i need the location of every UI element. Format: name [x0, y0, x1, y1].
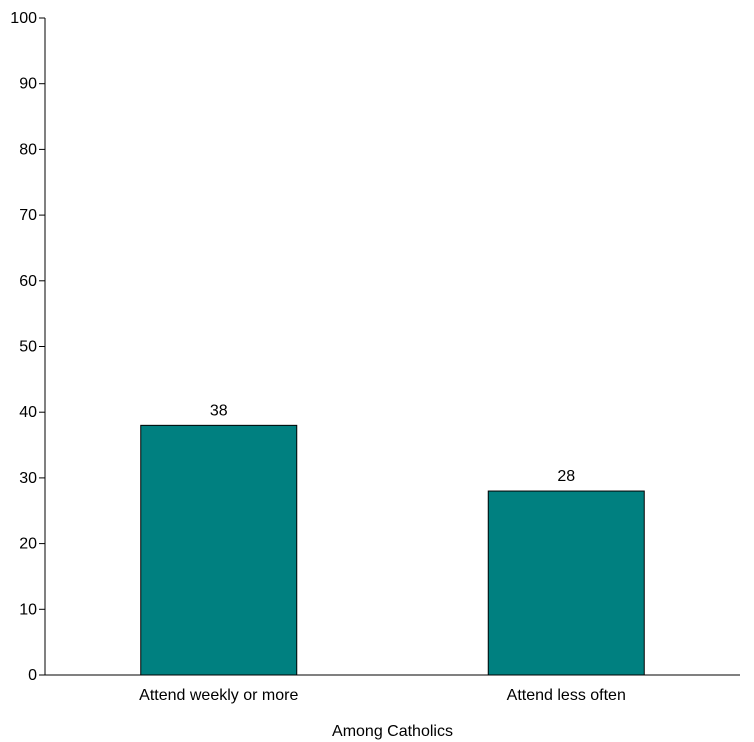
data-label-1: 38: [210, 402, 228, 419]
y-tick-label: 90: [19, 76, 37, 93]
y-tick-label: 0: [28, 667, 37, 684]
y-axis: 0 10 20 30 40 50 60 70 80 90 100: [10, 10, 46, 684]
bars-group: 38 28: [140, 402, 645, 676]
y-tick-label: 100: [10, 10, 37, 27]
y-tick-label: 80: [19, 141, 37, 158]
y-tick-label: 50: [19, 339, 37, 356]
bar-1: [140, 424, 298, 676]
y-tick-label: 70: [19, 207, 37, 224]
category-label-1: Attend weekly or more: [139, 687, 298, 704]
x-axis-title: Among Catholics: [332, 723, 453, 740]
y-tick-label: 60: [19, 273, 37, 290]
category-label-2: Attend less often: [507, 687, 626, 704]
data-label-2: 28: [557, 468, 575, 485]
y-tick-label: 30: [19, 470, 37, 487]
y-tick-label: 20: [19, 536, 37, 553]
bar-2: [487, 490, 645, 676]
y-tick-label: 40: [19, 404, 37, 421]
y-tick-label: 10: [19, 601, 37, 618]
x-axis: Attend weekly or more Attend less often: [45, 674, 740, 704]
